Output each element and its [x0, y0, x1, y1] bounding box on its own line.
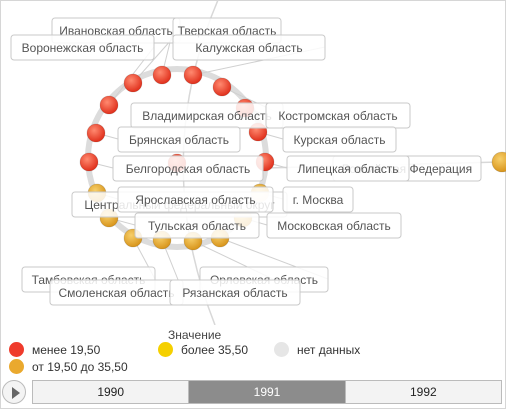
label-калужская-область-text: Калужская область — [195, 41, 302, 55]
label-липецкая-область: Липецкая область — [286, 155, 410, 182]
legend-title: Значение — [168, 328, 222, 342]
label-тульская-область: Тульская область — [134, 212, 260, 239]
label-курская-область-text: Курская область — [294, 133, 386, 147]
legend-label-high: более 35,50 — [181, 342, 248, 357]
legend-item-less[interactable]: менее 19,50 — [9, 342, 100, 357]
label-рязанская-область-box — [169, 279, 301, 306]
legend-item-mid[interactable]: от 19,50 до 35,50 — [9, 359, 128, 374]
label-белгородская-область-text: Белгородская область — [126, 162, 250, 176]
label-белгородская-область: Белгородская область — [112, 155, 264, 182]
legend-label-nodata: нет данных — [297, 342, 361, 357]
label-брянская-область-box — [117, 126, 241, 153]
label-курская-область: Курская область — [282, 126, 397, 153]
legend-swatch-less — [9, 342, 24, 357]
legend: Значение менее 19,50 более 35,50 нет дан… — [0, 325, 506, 375]
bubble-брянская-область[interactable] — [86, 123, 106, 143]
label-костромская-область-text: Костромская область — [278, 109, 397, 123]
label-белгородская-область-box — [112, 155, 264, 182]
label-ярославская-область-text: Ярославская область — [135, 193, 255, 207]
bubble-владимирская-область[interactable] — [212, 77, 232, 97]
bubble-калужская-область[interactable] — [183, 65, 203, 85]
bubble-тверская-область[interactable] — [152, 65, 172, 85]
bubble-root[interactable] — [491, 151, 506, 173]
label-г-москва-box — [282, 186, 354, 213]
legend-item-nodata[interactable]: нет данных — [274, 342, 360, 357]
label-рязанская-область-text: Рязанская область — [182, 286, 287, 300]
label-московская-область-text: Московская область — [277, 219, 391, 233]
label-владимирская-область-text: Владимирская область — [142, 109, 271, 123]
label-курская-область-box — [282, 126, 397, 153]
label-липецкая-область-box — [286, 155, 410, 182]
legend-label-less: менее 19,50 — [32, 342, 101, 357]
legend-swatch-high — [158, 342, 173, 357]
play-icon — [12, 387, 20, 399]
label-г-москва: г. Москва — [282, 186, 354, 213]
label-воронежская-область-box — [10, 34, 155, 61]
label-липецкая-область-text: Липецкая область — [297, 162, 398, 176]
bubble-chart: Центральный федеральный округРоссийская … — [10, 0, 506, 325]
label-брянская-область: Брянская область — [117, 126, 241, 153]
legend-swatch-nodata — [274, 342, 289, 357]
bubble-воронежская-область[interactable] — [99, 95, 119, 115]
label-московская-область: Московская область — [266, 212, 402, 239]
year-1990[interactable]: 1990 — [33, 381, 190, 403]
label-тульская-область-text: Тульская область — [148, 219, 246, 233]
label-воронежская-область: Воронежская область — [10, 34, 155, 61]
legend-swatch-mid — [9, 359, 24, 374]
label-ярославская-область-box — [117, 186, 274, 213]
play-button[interactable] — [2, 380, 26, 404]
bubble-ивановская-область[interactable] — [123, 73, 143, 93]
year-selector: 1990 1991 1992 — [32, 380, 502, 404]
label-ярославская-область: Ярославская область — [117, 186, 274, 213]
label-смоленская-область-text: Смоленская область — [58, 286, 174, 300]
timeline: 1990 1991 1992 — [0, 378, 506, 406]
label-калужская-область: Калужская область — [172, 34, 326, 61]
label-калужская-область-box — [172, 34, 326, 61]
label-рязанская-область: Рязанская область — [169, 279, 301, 306]
label-брянская-область-text: Брянская область — [129, 133, 229, 147]
label-тульская-область-box — [134, 212, 260, 239]
legend-label-mid: от 19,50 до 35,50 — [32, 359, 128, 374]
legend-item-high[interactable]: более 35,50 — [158, 342, 248, 357]
label-костромская-область: Костромская область — [265, 102, 411, 129]
label-московская-область-box — [266, 212, 402, 239]
label-воронежская-область-text: Воронежская область — [22, 41, 144, 55]
year-1992[interactable]: 1992 — [345, 381, 501, 403]
label-смоленская-область: Смоленская область — [49, 279, 184, 306]
label-владимирская-область: Владимирская область — [130, 102, 284, 129]
label-г-москва-text: г. Москва — [293, 193, 344, 207]
year-1991[interactable]: 1991 — [189, 381, 346, 403]
bubble-белгородская-область[interactable] — [79, 152, 99, 172]
